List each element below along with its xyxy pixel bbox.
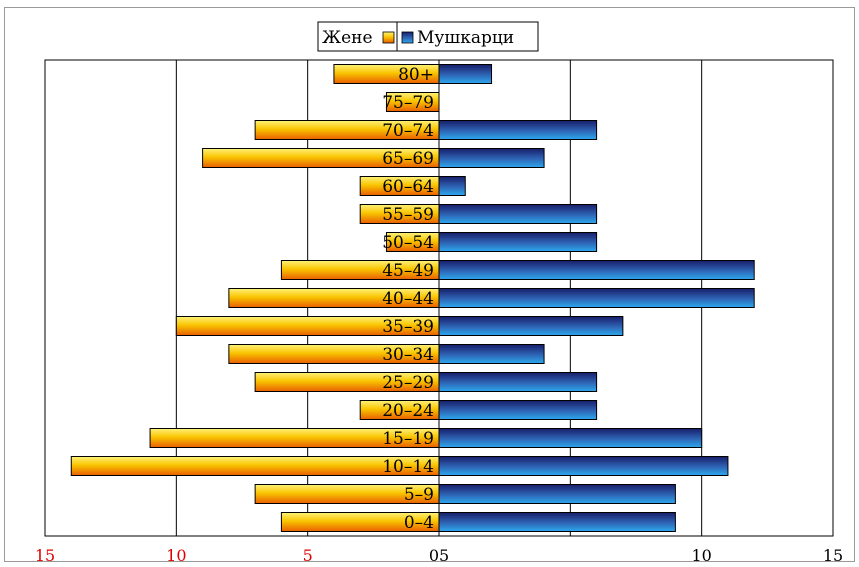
bar-men [438,512,676,532]
bar-men [438,64,493,84]
category-label: 55–59 [382,205,434,225]
category-label: 65–69 [382,149,434,169]
category-label: 15–19 [382,429,434,449]
bar-men [438,120,598,140]
bar-men [438,232,598,252]
bar-men [438,260,755,280]
bar-men [438,428,703,448]
category-label: 0–4 [404,513,434,533]
category-label: 25–29 [382,373,434,393]
legend-label-men: Мушкарци [417,28,514,48]
category-label: 50–54 [382,233,434,253]
legend-label-women: Жене [322,28,373,48]
x-tick-label-left: 15 [35,546,55,565]
bar-men [438,456,729,476]
legend: Жене Мушкарци [317,21,539,52]
legend-box [317,21,539,52]
bar-men [438,316,624,336]
chart-frame [4,7,855,562]
bar-men [438,400,598,420]
x-tick-label-left: 5 [303,546,313,565]
legend-swatch-men [401,31,414,44]
bar-men [438,148,545,168]
x-tick-label-right: 10 [691,546,711,565]
x-tick-label-right: 05 [429,546,449,565]
bars-group [70,64,755,532]
category-label: 60–64 [382,177,434,197]
category-label: 5–9 [404,485,434,505]
bar-men [438,372,598,392]
legend-swatch-women [382,31,395,44]
category-label: 40–44 [382,289,434,309]
category-label: 30–34 [382,345,434,365]
category-label: 70–74 [382,121,434,141]
bar-men [438,288,755,308]
category-label: 45–49 [382,261,434,281]
bar-men [438,484,676,504]
x-tick-label-left: 10 [166,546,186,565]
bar-men [438,176,466,196]
category-label: 80+ [398,65,434,85]
category-label: 75–79 [382,93,434,113]
x-axis-ticks: 15 10 5 05 10 15 [35,546,843,565]
category-label: 35–39 [382,317,434,337]
category-labels: 0–4 5–9 10–14 15–19 20–24 25–29 30–34 35–39 40–4… [382,65,434,533]
bar-men [438,344,545,364]
x-tick-label-right: 15 [823,546,843,565]
category-label: 20–24 [382,401,434,421]
bar-men [438,204,598,224]
category-label: 10–14 [382,457,434,477]
bar-women [385,92,440,112]
